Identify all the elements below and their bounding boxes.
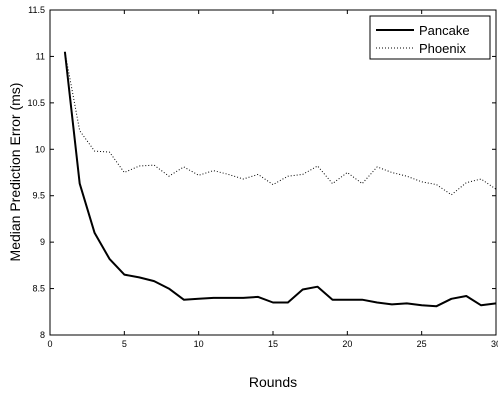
x-tick-label: 10 [194, 339, 204, 349]
legend: Pancake Phoenix [369, 15, 491, 60]
x-axis-label: Rounds [249, 374, 297, 390]
y-tick-label: 8 [40, 330, 45, 340]
y-tick-label: 8.5 [32, 284, 45, 294]
plot-area [49, 9, 497, 336]
y-tick-label: 10 [35, 144, 45, 154]
x-tick-label: 25 [417, 339, 427, 349]
y-tick-label: 10.5 [27, 98, 45, 108]
x-tick-label: 0 [47, 339, 52, 349]
y-axis: 8 8.5 9 9.5 10 10.5 11 11.5 [27, 5, 496, 340]
y-tick-label: 11 [36, 51, 45, 61]
y-axis-label: Median Prediction Error (ms) [7, 83, 23, 262]
y-tick-label: 9 [40, 237, 45, 247]
series-pancake-line [63, 51, 497, 308]
legend-pancake-label: Pancake [419, 23, 470, 38]
legend-phoenix-label: Phoenix [419, 41, 466, 56]
x-tick-label: 20 [342, 339, 352, 349]
x-tick-label: 30 [491, 339, 498, 349]
x-tick-label: 15 [268, 339, 278, 349]
series-layer [63, 51, 497, 308]
y-tick-label: 11.5 [28, 5, 45, 15]
y-tick-label: 9.5 [32, 191, 45, 201]
x-tick-label: 5 [122, 339, 127, 349]
series-phoenix-line [64, 51, 497, 196]
legend-box [369, 15, 491, 60]
x-axis: 0 5 10 15 20 25 30 [47, 10, 498, 349]
